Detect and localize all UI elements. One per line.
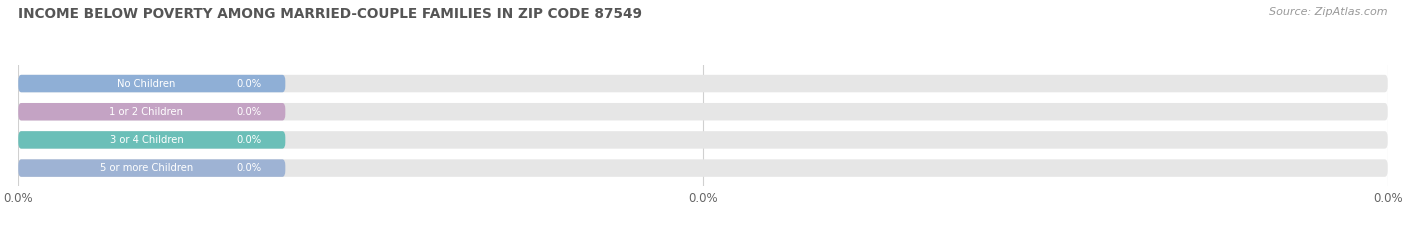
FancyBboxPatch shape (18, 75, 1388, 92)
FancyBboxPatch shape (18, 159, 1388, 177)
Text: No Children: No Children (117, 79, 176, 89)
Text: 0.0%: 0.0% (236, 163, 262, 173)
Text: INCOME BELOW POVERTY AMONG MARRIED-COUPLE FAMILIES IN ZIP CODE 87549: INCOME BELOW POVERTY AMONG MARRIED-COUPL… (18, 7, 643, 21)
Text: 5 or more Children: 5 or more Children (100, 163, 193, 173)
FancyBboxPatch shape (18, 103, 285, 120)
Text: Source: ZipAtlas.com: Source: ZipAtlas.com (1270, 7, 1388, 17)
FancyBboxPatch shape (18, 75, 285, 92)
Text: 0.0%: 0.0% (236, 107, 262, 117)
FancyBboxPatch shape (18, 103, 1388, 120)
FancyBboxPatch shape (18, 131, 1388, 149)
Text: 0.0%: 0.0% (236, 79, 262, 89)
Text: 1 or 2 Children: 1 or 2 Children (110, 107, 183, 117)
Text: 3 or 4 Children: 3 or 4 Children (110, 135, 183, 145)
FancyBboxPatch shape (18, 131, 285, 149)
Text: 0.0%: 0.0% (236, 135, 262, 145)
FancyBboxPatch shape (18, 159, 285, 177)
